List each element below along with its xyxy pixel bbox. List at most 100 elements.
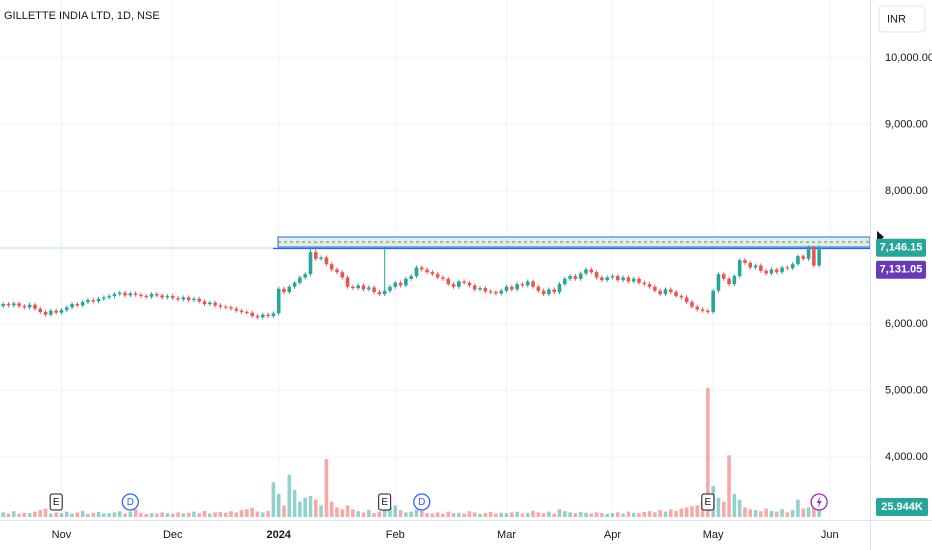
volume-bar bbox=[96, 511, 101, 517]
candle-body bbox=[594, 272, 599, 278]
candle-body bbox=[54, 310, 58, 313]
candle-body bbox=[658, 290, 662, 295]
candle-body bbox=[223, 306, 228, 308]
candle-body bbox=[123, 292, 127, 296]
volume-bar bbox=[292, 490, 297, 517]
volume-bar bbox=[774, 511, 779, 517]
volume-bar bbox=[22, 512, 27, 517]
volume-bar bbox=[6, 513, 11, 517]
volume-bar bbox=[276, 493, 281, 517]
volume-bar bbox=[494, 513, 498, 517]
volume-bar bbox=[568, 512, 572, 517]
price-label: 7,131.05 bbox=[880, 264, 923, 276]
volume-bar bbox=[287, 474, 292, 517]
volume-bar bbox=[255, 511, 260, 517]
candle-body bbox=[441, 277, 445, 279]
volume-bar bbox=[303, 497, 307, 517]
volume-bar bbox=[732, 493, 737, 517]
candle-body bbox=[817, 247, 821, 266]
volume-bar bbox=[796, 499, 800, 517]
volume-bar bbox=[59, 513, 64, 517]
candle-body bbox=[584, 269, 588, 274]
currency-box[interactable] bbox=[878, 5, 926, 33]
volume-bar bbox=[245, 509, 249, 517]
candle-body bbox=[748, 262, 753, 268]
volume-bar bbox=[536, 512, 541, 517]
volume-bar bbox=[414, 509, 419, 517]
candle-body bbox=[663, 289, 668, 295]
candle-body bbox=[356, 285, 360, 289]
currency[interactable]: INR bbox=[887, 13, 906, 25]
x-tick-label: Dec bbox=[163, 529, 183, 541]
candle-body bbox=[753, 265, 758, 268]
candle-body bbox=[806, 247, 811, 259]
candle-body bbox=[653, 286, 657, 291]
candle-body bbox=[213, 302, 217, 306]
volume-bar bbox=[335, 507, 339, 517]
candle-body bbox=[292, 282, 297, 287]
candle-body bbox=[409, 276, 413, 279]
volume-bar bbox=[229, 511, 233, 517]
x-tick-label: May bbox=[703, 529, 724, 541]
volume-bar bbox=[621, 513, 625, 517]
volume-bar bbox=[117, 511, 122, 517]
volume-bar bbox=[743, 507, 747, 517]
candle-body bbox=[780, 267, 784, 273]
candle-body bbox=[377, 292, 382, 295]
candle-body bbox=[155, 294, 159, 296]
volume-bar bbox=[504, 513, 509, 517]
volume-bar bbox=[780, 509, 784, 517]
candle-body bbox=[774, 269, 779, 273]
grid bbox=[0, 0, 870, 520]
volume-bar bbox=[149, 513, 154, 517]
candle-body bbox=[160, 295, 164, 298]
candle-body bbox=[255, 316, 260, 318]
volume-bar bbox=[716, 497, 721, 517]
volume-bar bbox=[144, 513, 149, 517]
volume-bar bbox=[43, 508, 48, 517]
x-tick-label: Feb bbox=[386, 529, 405, 541]
volume-bar bbox=[663, 511, 668, 517]
candle-body bbox=[165, 296, 170, 298]
candle-body bbox=[488, 291, 493, 293]
candle-body bbox=[557, 284, 562, 293]
candle-body bbox=[234, 308, 239, 311]
volume-bar bbox=[261, 512, 265, 517]
price-label: 7,146.15 bbox=[880, 242, 923, 254]
candle-body bbox=[186, 297, 191, 301]
volume-bar bbox=[446, 511, 451, 517]
candle-body bbox=[33, 304, 37, 309]
candle-body bbox=[170, 296, 175, 299]
candle-body bbox=[38, 308, 43, 313]
volume-bar bbox=[472, 512, 477, 517]
volume-bar bbox=[525, 512, 530, 517]
candle-body bbox=[27, 304, 32, 308]
candle-body bbox=[202, 301, 207, 305]
candle-body bbox=[674, 292, 678, 297]
candle-body bbox=[49, 310, 53, 315]
volume-bar bbox=[483, 513, 488, 517]
candle-body bbox=[324, 257, 329, 265]
volume-bar bbox=[785, 512, 790, 517]
candle-body bbox=[801, 256, 806, 259]
candle-body bbox=[351, 286, 355, 289]
candle-body bbox=[11, 303, 16, 306]
candle-body bbox=[525, 281, 530, 286]
candle-body bbox=[478, 288, 482, 290]
candle-body bbox=[568, 276, 572, 279]
candle-body bbox=[139, 294, 143, 297]
candle-body bbox=[769, 269, 774, 274]
event-marker bbox=[49, 493, 63, 511]
price-label-box bbox=[876, 260, 926, 279]
candle-body bbox=[790, 264, 795, 269]
volume-bar bbox=[594, 512, 599, 517]
candle-body bbox=[494, 292, 498, 294]
candle-body bbox=[1, 304, 5, 307]
x-tick-label: Mar bbox=[497, 529, 516, 541]
volume-bar bbox=[690, 506, 694, 517]
candle-body bbox=[261, 314, 265, 318]
candle-body bbox=[398, 282, 403, 286]
candle-body bbox=[759, 265, 763, 271]
candle-body bbox=[631, 278, 636, 282]
